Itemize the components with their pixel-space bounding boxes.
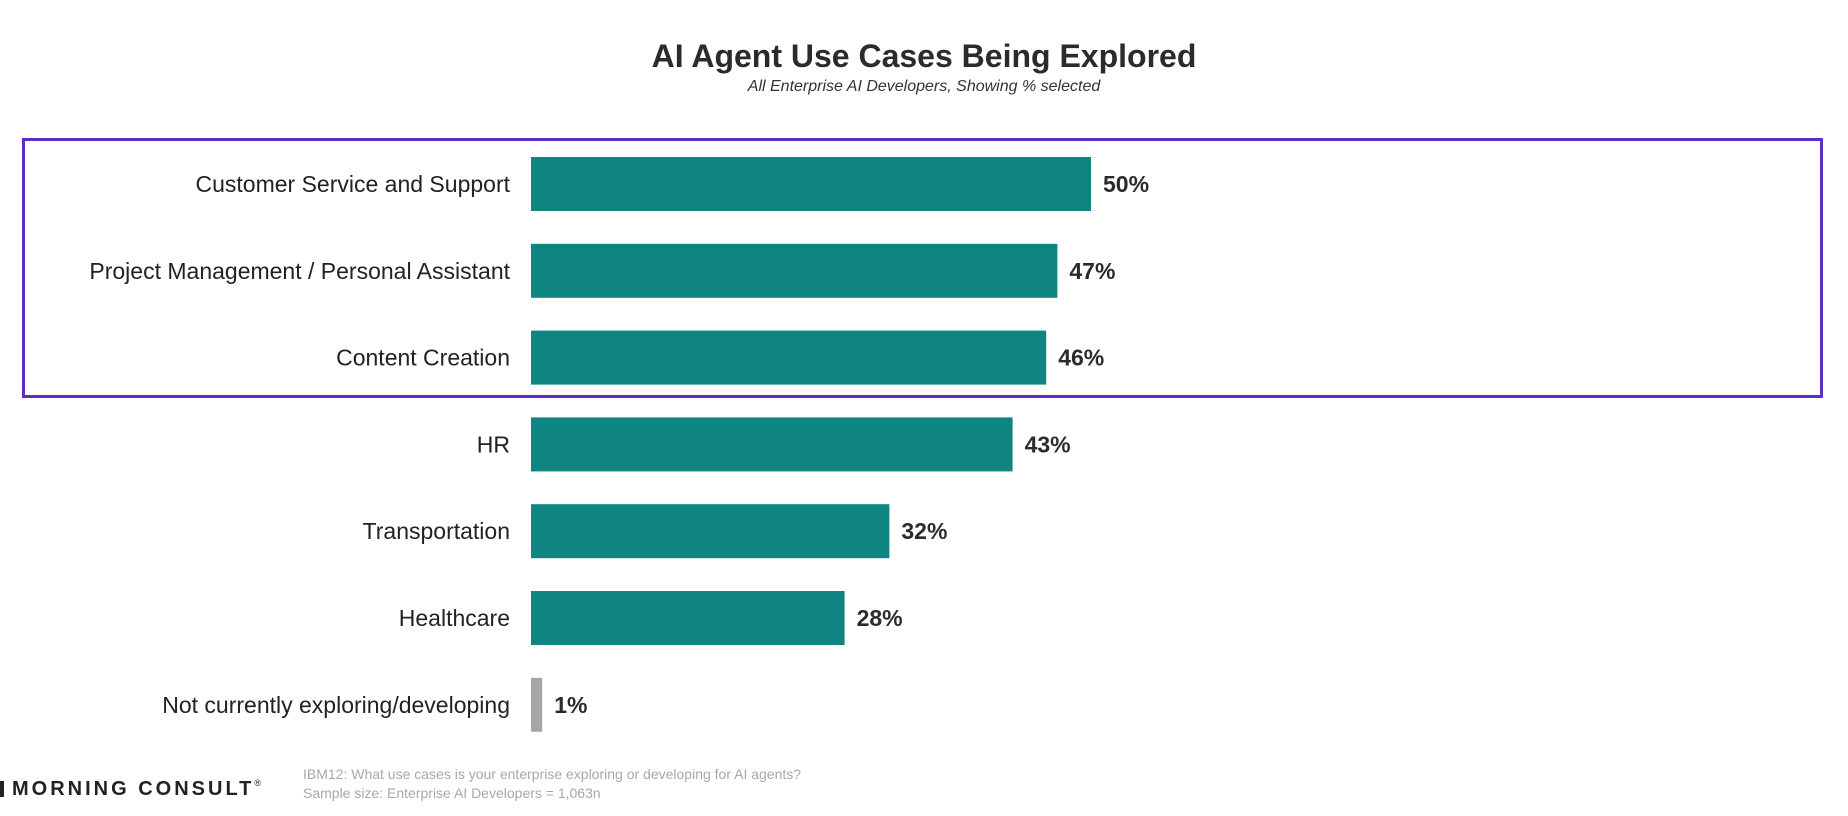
category-label: Project Management / Personal Assistant [89,258,510,284]
logo-mark-icon [0,781,4,797]
value-label: 28% [857,605,903,631]
value-label: 46% [1058,345,1104,371]
footnote-sample-size: Sample size: Enterprise AI Developers = … [303,785,601,801]
value-label: 50% [1103,171,1149,197]
bar [531,243,1058,298]
category-label: Transportation [363,518,510,544]
bar [531,417,1013,472]
morning-consult-logo: MORNING CONSULT® [0,778,261,801]
footnote-question: IBM12: What use cases is your enterprise… [303,766,802,782]
value-label: 32% [901,518,947,544]
bar [531,591,845,645]
bar [531,330,1047,385]
logo-registered: ® [254,778,262,788]
category-label: HR [477,431,510,457]
chart-subtitle: All Enterprise AI Developers, Showing % … [747,78,1101,95]
chart-title: AI Agent Use Cases Being Explored [651,38,1197,74]
bar [531,157,1091,211]
category-label: Customer Service and Support [196,171,511,197]
category-label: Healthcare [399,605,510,631]
category-label: Not currently exploring/developing [162,692,510,718]
logo-text: MORNING CONSULT [12,778,255,800]
value-label: 47% [1069,258,1115,284]
bar [531,677,543,732]
category-label: Content Creation [336,345,510,371]
value-label: 43% [1025,431,1071,457]
highlight-box [22,138,1823,398]
value-label: 1% [554,692,587,718]
bar [531,504,890,559]
